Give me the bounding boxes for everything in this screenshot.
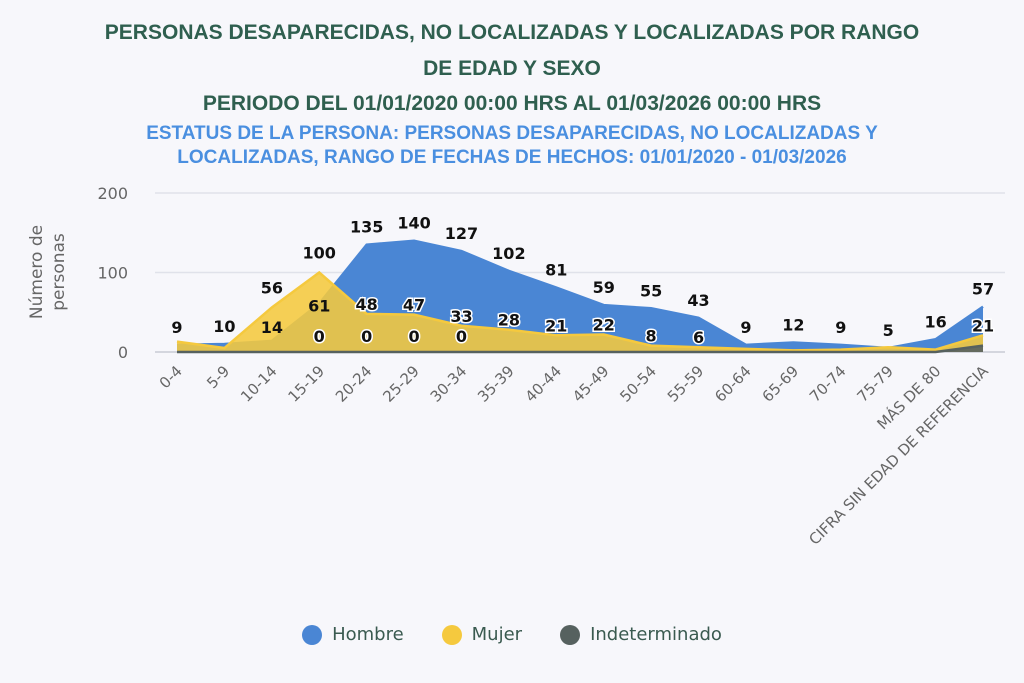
- legend-item-hombre[interactable]: Hombre: [302, 624, 404, 645]
- x-tick-label: 55-59: [664, 362, 708, 406]
- data-label: 5: [883, 321, 894, 340]
- data-label: 140: [397, 214, 430, 233]
- data-label: 56: [261, 278, 283, 297]
- x-tick-label: 20-24: [332, 362, 376, 406]
- chart-subtitle-line1: ESTATUS DE LA PERSONA: PERSONAS DESAPARE…: [146, 123, 878, 144]
- x-tick-label: 75-79: [853, 362, 897, 406]
- x-tick-label: 15-19: [285, 362, 329, 406]
- data-label: 8: [646, 327, 657, 346]
- legend-item-indeterminado[interactable]: Indeterminado: [560, 624, 722, 645]
- data-label: 59: [593, 278, 615, 297]
- data-label: 0: [361, 327, 372, 346]
- x-tick-label: 30-34: [427, 362, 471, 406]
- data-label: 100: [303, 244, 336, 263]
- series-line-indeterminado: [177, 344, 984, 354]
- data-label: 21: [545, 316, 567, 335]
- chart-period: PERIODO DEL 01/01/2020 00:00 HRS AL 01/0…: [202, 92, 822, 115]
- x-tick-label: 5-9: [203, 362, 233, 392]
- x-tick-label: 60-64: [711, 362, 755, 406]
- data-label: 0: [314, 327, 325, 346]
- data-label: 28: [498, 311, 520, 330]
- data-label: 127: [445, 224, 478, 243]
- data-label: 47: [403, 296, 425, 315]
- data-label: 12: [782, 315, 804, 334]
- x-tick-label: 0-4: [156, 362, 186, 392]
- series-line-mujer: [176, 270, 984, 352]
- legend-item-mujer[interactable]: Mujer: [441, 624, 523, 645]
- y-tick-label: 100: [97, 264, 128, 283]
- data-label: 9: [835, 318, 846, 337]
- y-axis-label: Número de personas: [27, 225, 69, 319]
- x-tick-label: 25-29: [379, 362, 423, 406]
- series-area-mujer: [177, 272, 983, 352]
- data-label: 135: [350, 218, 383, 237]
- data-label: 55: [640, 281, 662, 300]
- chart-title-line1: PERSONAS DESAPARECIDAS, NO LOCALIZADAS Y…: [104, 21, 920, 44]
- legend-label: Mujer: [471, 624, 523, 645]
- legend-label: Indeterminado: [590, 624, 722, 645]
- data-label: 22: [593, 316, 615, 335]
- data-label: 14: [261, 318, 283, 337]
- data-label: 61: [308, 297, 330, 316]
- x-tick-label: 65-69: [759, 362, 803, 406]
- data-label: 0: [408, 327, 419, 346]
- legend-marker: [441, 624, 462, 645]
- data-label: 43: [687, 291, 709, 310]
- data-label: 6: [693, 328, 704, 347]
- x-tick-label: 50-54: [616, 362, 660, 406]
- legend-label: Hombre: [332, 624, 404, 645]
- x-tick-label: 10-14: [237, 362, 281, 406]
- x-tick-label: 45-49: [569, 362, 613, 406]
- chart-subtitle-line2: LOCALIZADAS, RANGO DE FECHAS DE HECHOS: …: [177, 147, 847, 168]
- data-label: 33: [450, 307, 472, 326]
- data-label: 57: [972, 280, 994, 299]
- y-tick-label: 0: [118, 343, 128, 362]
- data-label: 102: [492, 244, 525, 263]
- y-tick-label: 200: [97, 184, 128, 203]
- data-label: 16: [924, 312, 946, 331]
- data-label: 9: [171, 318, 182, 337]
- chart-title-line2: DE EDAD Y SEXO: [423, 57, 601, 80]
- legend-marker: [560, 624, 581, 645]
- legend-marker: [302, 624, 323, 645]
- legend: Hombre Mujer Indeterminado: [0, 624, 1024, 645]
- data-label: 0: [456, 327, 467, 346]
- x-tick-label: 35-39: [474, 362, 518, 406]
- data-label: 10: [213, 317, 235, 336]
- x-tick-label: 70-74: [806, 362, 850, 406]
- data-label: 9: [740, 318, 751, 337]
- x-tick-label: 40-44: [522, 362, 566, 406]
- data-label: 81: [545, 261, 567, 280]
- data-label: 48: [356, 295, 378, 314]
- data-label: 21: [972, 316, 994, 335]
